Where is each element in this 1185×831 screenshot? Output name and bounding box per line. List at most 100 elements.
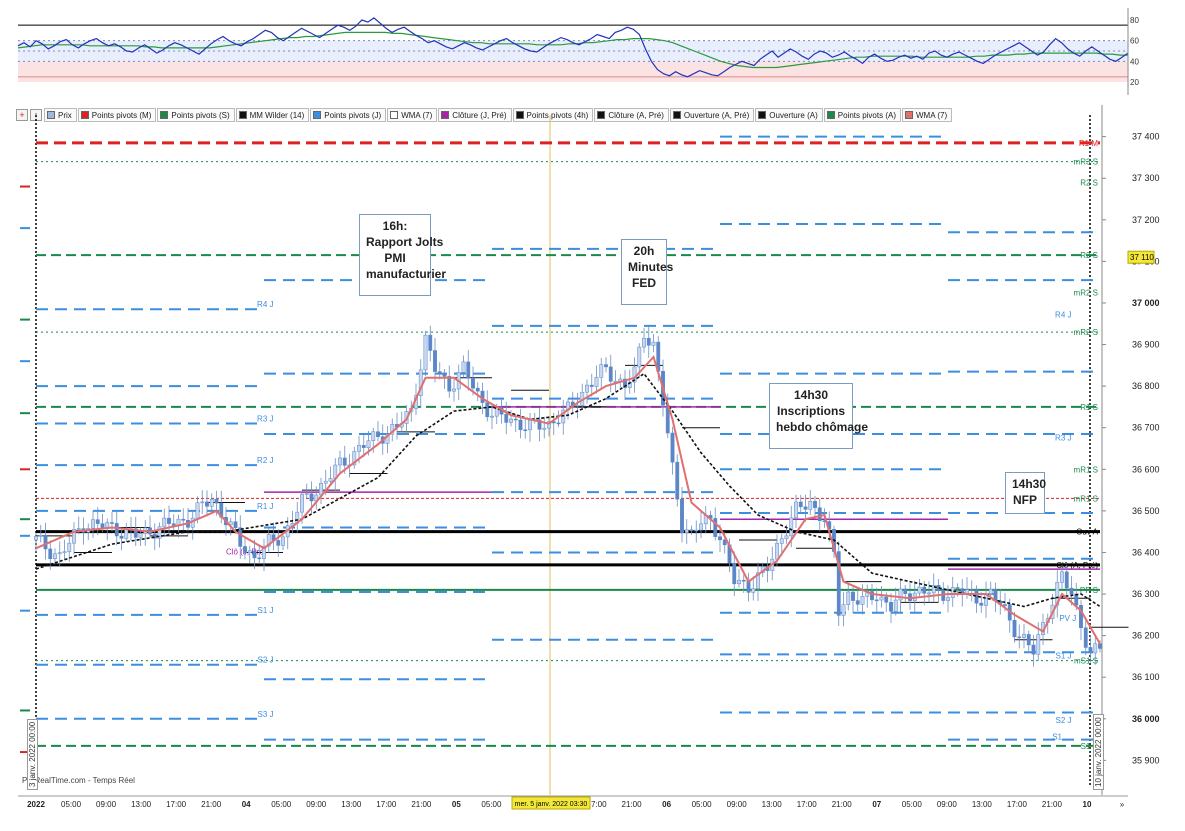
candle-body — [48, 548, 53, 559]
legend-item[interactable]: Clôture (J, Pré) — [438, 108, 512, 122]
y-tick-label: 36 200 — [1132, 631, 1160, 641]
candle-body — [670, 432, 675, 463]
legend-item[interactable]: WMA (7) — [387, 108, 438, 122]
annotation-jobless-line-2: Inscriptions — [776, 404, 845, 418]
crosshair-date-tag — [511, 796, 591, 810]
legend-item[interactable]: Clôture (A, Pré) — [594, 108, 669, 122]
legend-label: Points pivots (M) — [91, 110, 152, 120]
rsi-oscillator-panel: 80 60 40 20 — [17, 8, 1139, 95]
daily-pivot-label: R3 J — [257, 415, 273, 424]
x-tick-label: 09:00 — [937, 800, 958, 809]
candle-body — [680, 498, 684, 533]
rsi-moving-average-line — [17, 31, 1128, 69]
candle-body — [1022, 634, 1026, 638]
candle-body — [281, 536, 285, 546]
legend-swatch — [597, 111, 606, 119]
x-tick-label: 05:00 — [481, 800, 502, 809]
candle-body — [72, 529, 76, 544]
candle-body — [513, 418, 518, 421]
candle-body — [205, 501, 209, 507]
legend-label: Clôture (A, Pré) — [608, 110, 664, 120]
candle-body — [950, 587, 955, 598]
candle-body — [262, 545, 266, 559]
legend-item[interactable]: Points pivots (M) — [77, 108, 157, 122]
candle-body — [1083, 627, 1088, 648]
annotation-fed-line-1: 20h — [633, 244, 655, 258]
candle-body — [613, 380, 618, 383]
y-tick-label: 36 700 — [1132, 423, 1160, 433]
watermark: ProRealTime.com - Temps Réel — [22, 776, 135, 785]
pivot-label: mR1 S — [1074, 465, 1098, 474]
legend-item[interactable]: Prix — [44, 108, 77, 122]
daily-pivot-label: S1 J — [257, 606, 273, 615]
candle-body — [898, 588, 903, 601]
candle-body — [889, 602, 893, 612]
legend-item[interactable]: Points pivots (4h) — [512, 108, 594, 122]
candle-body — [133, 528, 138, 538]
wma-line — [35, 355, 1101, 645]
daily-pivot-label: PV J — [1059, 614, 1076, 623]
candle-body — [575, 404, 580, 407]
candle-body — [946, 597, 950, 601]
legend-item[interactable]: Ouverture (A) — [755, 108, 823, 122]
annotation-jobless-line-1: 14h30 — [793, 388, 829, 402]
y-tick-label: 37 000 — [1132, 298, 1160, 308]
candle-body — [1074, 593, 1079, 606]
candle-body — [452, 388, 456, 392]
candle-body — [528, 420, 532, 431]
candle-body — [1098, 643, 1102, 649]
candle-body — [338, 457, 342, 466]
candle-body — [1093, 643, 1098, 654]
candle-body — [537, 419, 542, 430]
legend-item[interactable]: Points pivots (A) — [823, 108, 901, 122]
x-tick-label: 17:00 — [1007, 800, 1028, 809]
y-tick-label: 36 300 — [1132, 589, 1160, 599]
pivot-label: mR1 S — [1074, 494, 1098, 503]
x-tick-label: 21:00 — [622, 800, 643, 809]
candle-body — [798, 501, 803, 508]
candle-body — [917, 586, 922, 594]
candle-body — [91, 519, 95, 529]
legend-item[interactable]: MM Wilder (14) — [235, 108, 310, 122]
candle-body — [110, 522, 114, 524]
legend-label: Prix — [58, 110, 72, 120]
price-chart[interactable]: R1 M mR3 S R2 S R2 S mR2 S mR2 S R1 S mR1 S mR1 … — [0, 105, 1185, 795]
candle-body — [893, 599, 898, 612]
candle-body — [903, 588, 908, 594]
x-tick-label: 17:00 — [376, 800, 397, 809]
candle-body — [138, 533, 143, 538]
candle-body — [855, 600, 860, 605]
current-price-label: 37 110 — [1130, 253, 1154, 262]
legend-swatch — [672, 111, 681, 119]
legend-item[interactable]: Ouverture (A, Pré) — [669, 108, 755, 122]
candle-body — [214, 498, 219, 504]
candle-body — [376, 431, 380, 438]
candle-body — [34, 535, 38, 541]
x-tick-label: 13:00 — [762, 800, 783, 809]
add-icon[interactable]: + — [16, 109, 28, 121]
candle-body — [646, 338, 651, 346]
candle-body — [490, 415, 494, 418]
candle-body — [504, 413, 509, 423]
legend-item[interactable]: WMA (7) — [902, 108, 953, 122]
candle-body — [1026, 634, 1031, 646]
legend-item[interactable]: Points pivots (J) — [310, 108, 387, 122]
annotation-jolts-line-4: manufacturier — [366, 267, 447, 281]
daily-pivot-label: S2 J — [1055, 716, 1071, 725]
x-tick-label: 21:00 — [832, 800, 853, 809]
x-tick-label: 04 — [242, 800, 251, 809]
x-tick-label: 21:00 — [411, 800, 432, 809]
legend-item[interactable]: Points pivots (S) — [157, 108, 235, 122]
candle-body — [1079, 605, 1083, 628]
candle-body — [266, 534, 271, 547]
daily-pivot-label: R4 J — [257, 300, 273, 309]
x-tick-label: 21:00 — [201, 800, 222, 809]
daily-pivot-label: S2 J — [257, 656, 273, 665]
y-tick-label: 36 400 — [1132, 547, 1160, 557]
pivot-label: Clô (A, Pré) — [1056, 561, 1098, 570]
candle-body — [1017, 636, 1022, 639]
candle-body — [371, 431, 376, 441]
candle-body — [76, 528, 81, 530]
y-tick-label: 37 300 — [1132, 173, 1160, 183]
legend-label: Points pivots (A) — [837, 110, 896, 120]
